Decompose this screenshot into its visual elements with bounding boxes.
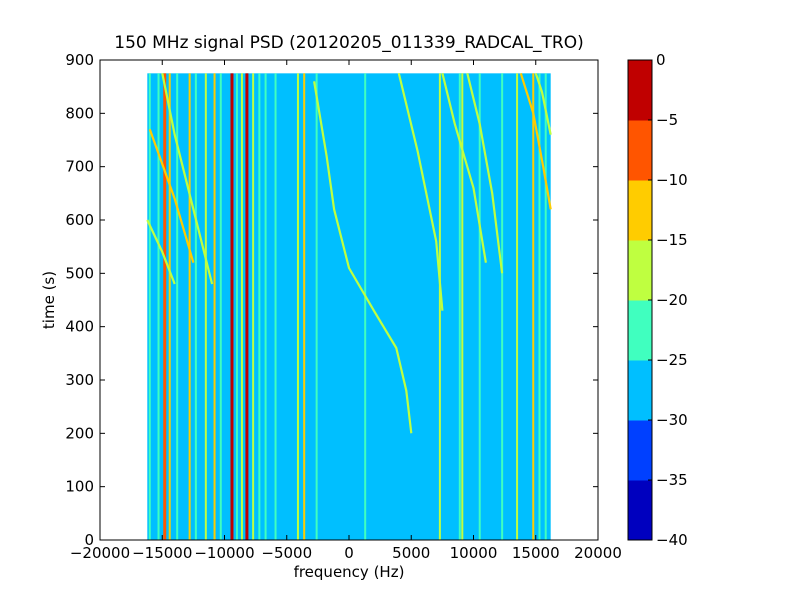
- carrier-line: [258, 73, 261, 540]
- colorbar-tick-label: 0: [656, 51, 666, 69]
- colorbar-segment: [628, 360, 652, 421]
- colorbar-segment: [628, 60, 652, 121]
- y-tick-label: 100: [65, 478, 94, 496]
- carrier-line: [176, 73, 179, 540]
- spectrogram-background: [147, 73, 551, 540]
- carrier-line: [538, 73, 541, 540]
- carrier-line: [461, 73, 464, 540]
- colorbar-tick-label: −25: [656, 351, 688, 369]
- x-tick-label: −20000: [70, 544, 130, 562]
- carrier-line: [303, 73, 306, 540]
- colorbar-tick-label: −20: [656, 291, 688, 309]
- carrier-line: [240, 73, 243, 540]
- chart-title: 150 MHz signal PSD (20120205_011339_RADC…: [114, 33, 583, 53]
- drift-track: [466, 73, 504, 274]
- carrier-line: [364, 73, 367, 540]
- carrier-line: [245, 73, 249, 540]
- y-tick-label: 0: [84, 531, 94, 549]
- carrier-line: [168, 73, 171, 540]
- y-axis: 0 100 200 300 400 500 600 700 800 900: [65, 51, 598, 549]
- y-tick-label: 500: [65, 264, 94, 282]
- y-tick-label: 700: [65, 158, 94, 176]
- drift-track: [441, 73, 487, 263]
- x-tick-label: −5000: [261, 544, 312, 562]
- carrier-line: [296, 73, 299, 540]
- y-tick-label: 800: [65, 104, 94, 122]
- x-axis-label: frequency (Hz): [294, 563, 405, 581]
- drift-track: [519, 72, 552, 210]
- carrier-line: [501, 73, 504, 540]
- colorbar-segment: [628, 480, 652, 541]
- colorbar-segment: [628, 420, 652, 481]
- x-tick-label: 20000: [574, 544, 622, 562]
- drift-track: [397, 73, 444, 311]
- carrier-line: [194, 73, 197, 540]
- x-tick-label: 5000: [392, 544, 430, 562]
- colorbar-segment: [628, 240, 652, 301]
- drift-track: [146, 219, 176, 285]
- carrier-line: [230, 73, 234, 540]
- carrier-line: [274, 73, 277, 540]
- carrier-line: [213, 73, 216, 540]
- carrier-line: [235, 73, 238, 540]
- carrier-line: [204, 73, 207, 540]
- colorbar-segment: [628, 180, 652, 241]
- carrier-line: [458, 73, 461, 540]
- drift-track: [534, 72, 552, 135]
- drift-track: [313, 81, 413, 434]
- x-axis: −20000 −15000 −10000 −5000 0 5000 10000 15000 20…: [70, 60, 622, 562]
- colorbar: −40 −35 −30 −25 −20 −15 −10 −5 0: [627, 51, 688, 549]
- drift-track: [161, 73, 214, 285]
- x-tick-label: −15000: [132, 544, 192, 562]
- y-tick-label: 200: [65, 424, 94, 442]
- colorbar-segment: [628, 120, 652, 181]
- x-tick-label: 15000: [512, 544, 560, 562]
- spectrogram-layer: [146, 72, 552, 540]
- carrier-line: [264, 73, 267, 540]
- colorbar-tick-label: −40: [656, 531, 688, 549]
- plot-area: −20000 −15000 −10000 −5000 0 5000 10000 15000 20…: [65, 51, 622, 562]
- carrier-line: [188, 73, 191, 540]
- colorbar-tick-label: −5: [656, 111, 678, 129]
- colorbar-tick-label: −15: [656, 231, 688, 249]
- x-tick-label: −10000: [194, 544, 254, 562]
- carrier-line: [157, 73, 160, 540]
- y-tick-label: 600: [65, 211, 94, 229]
- carrier-line: [163, 73, 167, 540]
- x-tick-label: 10000: [450, 544, 498, 562]
- carrier-line: [532, 73, 535, 540]
- carrier-line: [219, 73, 222, 540]
- x-tick-label: 0: [344, 544, 354, 562]
- carrier-line: [438, 73, 441, 540]
- y-tick-label: 400: [65, 318, 94, 336]
- carrier-line: [148, 73, 151, 540]
- y-axis-label: time (s): [40, 271, 58, 329]
- drift-track: [148, 128, 195, 264]
- colorbar-tick-label: −30: [656, 411, 688, 429]
- carrier-line: [478, 73, 481, 540]
- y-tick-label: 300: [65, 371, 94, 389]
- carrier-line: [544, 73, 547, 540]
- y-tick-label: 900: [65, 51, 94, 69]
- carrier-line: [252, 73, 255, 540]
- carrier-line: [516, 73, 519, 540]
- colorbar-tick-label: −10: [656, 171, 688, 189]
- carrier-line: [315, 73, 318, 540]
- colorbar-segment: [628, 300, 652, 361]
- colorbar-tick-label: −35: [656, 471, 688, 489]
